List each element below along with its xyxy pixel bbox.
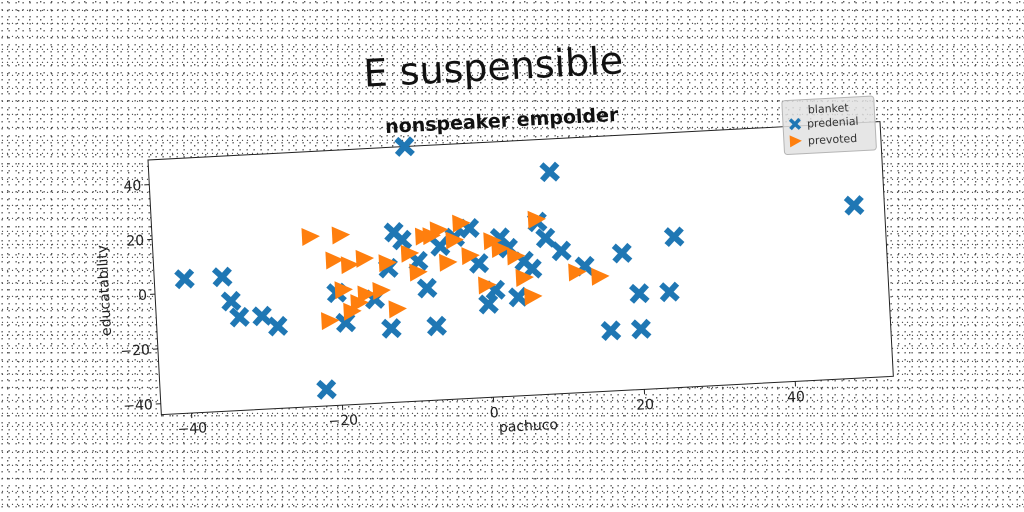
point-prevoted bbox=[301, 228, 320, 247]
x-tick-label: 20 bbox=[636, 397, 655, 414]
point-prevoted bbox=[429, 221, 449, 240]
point-prevoted bbox=[445, 231, 464, 250]
legend-swatch-predenial bbox=[788, 117, 802, 131]
y-tick-label: −20 bbox=[120, 342, 150, 360]
point-prevoted bbox=[409, 263, 428, 282]
point-predenial bbox=[630, 318, 652, 340]
point-prevoted bbox=[355, 249, 375, 268]
point-predenial bbox=[551, 240, 572, 262]
point-predenial bbox=[391, 229, 413, 251]
point-prevoted bbox=[325, 251, 344, 270]
x-axis-label: pachuco bbox=[499, 417, 559, 436]
point-prevoted bbox=[388, 300, 407, 319]
point-predenial bbox=[316, 379, 337, 400]
point-predenial bbox=[220, 290, 242, 312]
point-predenial bbox=[381, 318, 402, 339]
legend-title: blanket bbox=[808, 101, 850, 116]
point-predenial bbox=[663, 226, 685, 248]
point-prevoted bbox=[452, 214, 471, 233]
legend-label: prevoted bbox=[808, 132, 858, 148]
point-predenial bbox=[394, 136, 415, 157]
point-prevoted bbox=[343, 302, 362, 321]
point-predenial bbox=[251, 305, 273, 327]
point-prevoted bbox=[357, 285, 376, 304]
y-tick-label: 20 bbox=[126, 233, 145, 250]
y-tick-label: −40 bbox=[123, 397, 153, 415]
point-prevoted bbox=[331, 226, 351, 245]
point-prevoted bbox=[524, 287, 543, 306]
x-tick-label: −20 bbox=[328, 412, 358, 430]
point-predenial bbox=[478, 293, 499, 315]
point-prevoted bbox=[378, 254, 397, 273]
axis-ticks: −40 −20 0 20 40 −40 −20 0 20 40 bbox=[120, 178, 806, 438]
point-prevoted bbox=[350, 294, 369, 313]
x-tick-label: 40 bbox=[787, 389, 806, 406]
y-tick-label: 40 bbox=[123, 178, 142, 195]
point-prevoted bbox=[527, 210, 547, 229]
point-prevoted bbox=[506, 247, 526, 266]
point-predenial bbox=[229, 306, 250, 328]
legend-swatch-prevoted bbox=[789, 135, 802, 148]
markers-layer bbox=[174, 136, 865, 400]
x-tick-label: 0 bbox=[489, 405, 499, 421]
point-prevoted bbox=[340, 256, 360, 275]
point-predenial bbox=[539, 161, 560, 183]
x-tick-label: −40 bbox=[177, 420, 207, 438]
y-tick-label: 0 bbox=[138, 288, 148, 304]
point-predenial bbox=[628, 283, 650, 304]
point-predenial bbox=[843, 195, 865, 216]
point-prevoted bbox=[491, 240, 510, 259]
point-prevoted bbox=[515, 269, 534, 287]
point-predenial bbox=[267, 315, 289, 337]
point-prevoted bbox=[591, 267, 610, 286]
point-predenial bbox=[335, 312, 356, 333]
point-prevoted bbox=[321, 312, 340, 331]
point-prevoted bbox=[400, 244, 420, 263]
point-prevoted bbox=[372, 282, 391, 300]
point-prevoted bbox=[439, 253, 458, 272]
point-predenial bbox=[535, 227, 556, 249]
point-predenial bbox=[416, 277, 438, 299]
point-predenial bbox=[211, 266, 233, 288]
point-prevoted bbox=[461, 247, 480, 266]
y-axis-label: educatability bbox=[94, 245, 115, 337]
point-prevoted bbox=[478, 276, 497, 295]
point-predenial bbox=[426, 315, 447, 337]
chart-suptitle: E suspensible bbox=[362, 38, 624, 96]
point-predenial bbox=[174, 268, 195, 290]
plot-area: −40 −20 0 20 40 −40 −20 0 20 40 pachuco educatabi… bbox=[94, 95, 894, 438]
point-prevoted bbox=[568, 263, 587, 282]
point-predenial bbox=[429, 235, 451, 257]
chart-title: nonspeaker empolder bbox=[385, 104, 620, 138]
legend-label: predenial bbox=[807, 115, 859, 131]
point-prevoted bbox=[334, 281, 353, 300]
point-predenial bbox=[611, 242, 633, 264]
legend-box bbox=[781, 95, 877, 156]
point-predenial bbox=[659, 281, 680, 303]
point-predenial bbox=[600, 320, 622, 341]
point-predenial bbox=[508, 286, 529, 308]
